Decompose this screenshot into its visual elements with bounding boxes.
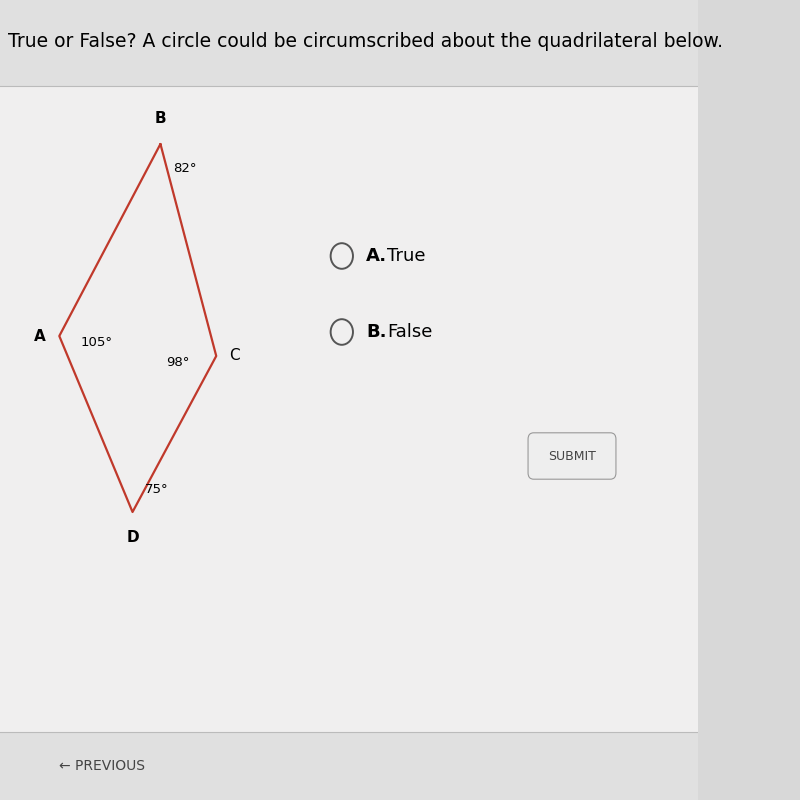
Text: 98°: 98° (166, 356, 190, 369)
Text: D: D (126, 530, 139, 545)
Text: ← PREVIOUS: ← PREVIOUS (59, 759, 146, 774)
FancyBboxPatch shape (528, 433, 616, 479)
FancyBboxPatch shape (0, 86, 698, 732)
Text: B: B (154, 111, 166, 126)
Text: B.: B. (366, 323, 386, 341)
Text: 105°: 105° (80, 336, 112, 349)
Text: False: False (387, 323, 433, 341)
FancyBboxPatch shape (0, 0, 698, 86)
Text: True or False? A circle could be circumscribed about the quadrilateral below.: True or False? A circle could be circums… (8, 32, 723, 51)
Text: SUBMIT: SUBMIT (548, 450, 596, 462)
Text: A.: A. (366, 247, 387, 265)
Text: True: True (387, 247, 426, 265)
Text: C: C (229, 349, 239, 363)
FancyBboxPatch shape (0, 732, 698, 800)
Text: 75°: 75° (145, 483, 169, 496)
Text: 82°: 82° (173, 162, 197, 174)
Text: A: A (34, 329, 46, 343)
